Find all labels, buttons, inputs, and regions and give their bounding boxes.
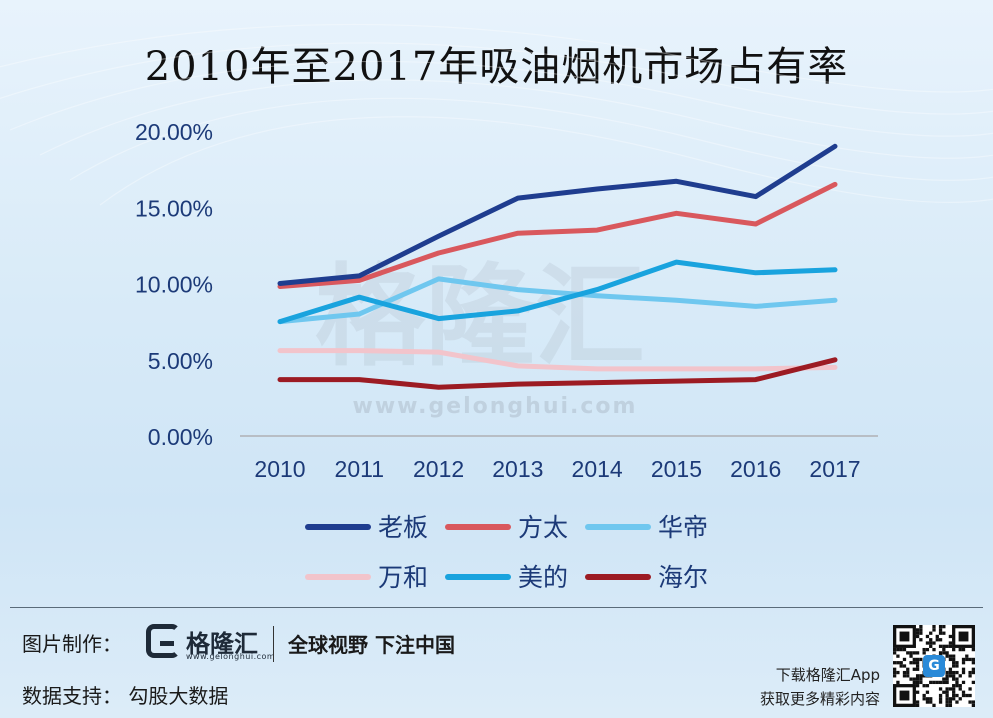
series-line-3 bbox=[277, 276, 838, 325]
legend-label: 万和 bbox=[378, 563, 428, 592]
x-tick-label: 2017 bbox=[809, 456, 860, 482]
legend-label: 老板 bbox=[378, 513, 428, 542]
brand-name: 格隆汇 bbox=[186, 630, 258, 658]
series-line-5 bbox=[277, 259, 838, 325]
x-tick-label: 2016 bbox=[730, 456, 781, 482]
chart-title: 2010年至2017年吸油烟机市场占有率 bbox=[144, 44, 849, 90]
slogan: 全球视野 下注中国 bbox=[288, 633, 455, 657]
legend-item: 万和 bbox=[305, 563, 428, 592]
decor-curve bbox=[0, 23, 993, 93]
watermark-url-text: www.gelonghui.com bbox=[353, 394, 638, 419]
data-source-label: 数据支持： 勾股大数据 bbox=[22, 684, 229, 708]
y-tick-label: 10.00% bbox=[135, 272, 213, 298]
brand-divider bbox=[273, 626, 274, 662]
decor-curve bbox=[99, 116, 993, 206]
series-line-6 bbox=[277, 357, 838, 390]
legend-item: 老板 bbox=[305, 513, 428, 542]
brand-g-icon bbox=[146, 624, 180, 658]
decor-curve bbox=[39, 79, 993, 159]
legend-label: 华帝 bbox=[658, 513, 708, 542]
x-tick-label: 2010 bbox=[254, 456, 305, 482]
download-prompt: 下载格隆汇App bbox=[775, 666, 880, 684]
series-lines bbox=[277, 143, 838, 390]
legend-label: 海尔 bbox=[658, 563, 708, 592]
legend-label: 美的 bbox=[518, 563, 568, 592]
background-decoration bbox=[0, 23, 993, 206]
x-tick-label: 2011 bbox=[335, 456, 384, 482]
legend-item: 方太 bbox=[445, 513, 568, 542]
brand-url: www.gelonghui.com bbox=[186, 652, 276, 661]
x-tick-label: 2014 bbox=[572, 456, 623, 482]
x-tick-label: 2012 bbox=[413, 456, 464, 482]
x-tick-label: 2015 bbox=[651, 456, 702, 482]
footer-divider bbox=[10, 607, 983, 608]
qr-code-icon[interactable]: G bbox=[893, 625, 975, 707]
brand-logo: 格隆汇 www.gelonghui.com bbox=[146, 624, 275, 664]
legend-item: 华帝 bbox=[585, 513, 708, 542]
series-line-4 bbox=[277, 348, 838, 372]
y-tick-label: 5.00% bbox=[148, 348, 213, 374]
download-subtext: 获取更多精彩内容 bbox=[759, 690, 880, 708]
x-tick-label: 2013 bbox=[492, 456, 543, 482]
y-axis: 0.00% 5.00% 10.00% 15.00% 20.00% bbox=[135, 119, 213, 450]
qr-badge-icon: G bbox=[923, 655, 945, 677]
y-tick-label: 0.00% bbox=[148, 424, 213, 450]
series-line-1 bbox=[277, 143, 838, 286]
y-tick-label: 15.00% bbox=[135, 195, 213, 221]
credit-label: 图片制作： bbox=[22, 632, 122, 656]
legend-item: 美的 bbox=[445, 563, 568, 592]
x-axis: 2010 2011 2012 2013 2014 2015 2016 2017 bbox=[240, 435, 878, 482]
series-line-2 bbox=[277, 181, 838, 289]
legend-label: 方太 bbox=[518, 513, 568, 542]
y-tick-label: 20.00% bbox=[135, 119, 213, 145]
legend-item: 海尔 bbox=[585, 563, 708, 592]
decor-curve bbox=[69, 97, 993, 181]
decor-curve bbox=[9, 60, 993, 137]
decor-curve bbox=[0, 42, 993, 115]
